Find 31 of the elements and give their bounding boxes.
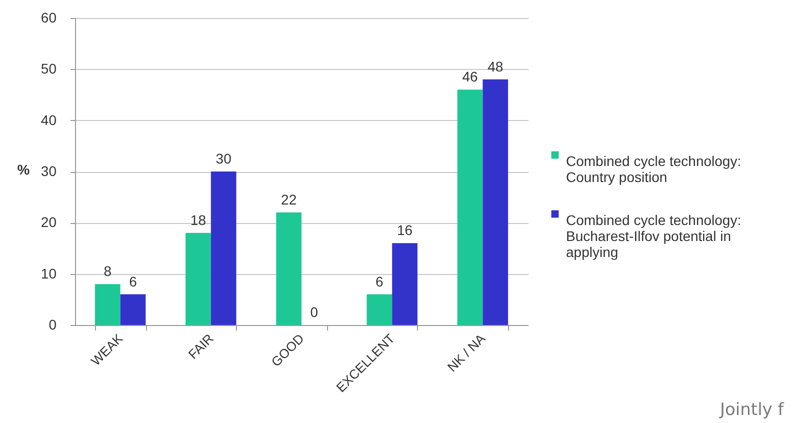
text: Jointly f — [719, 400, 785, 420]
data-label: 30 — [216, 150, 232, 166]
data-label: 6 — [129, 273, 138, 290]
legend-label: Combined cycle technology: Bucharest-Ilfov potential in applying — [566, 212, 742, 260]
y-tick-label: 40 — [40, 112, 57, 128]
data-label: 46 — [462, 68, 478, 85]
legend-label: Combined cycle technology: Country position — [566, 153, 742, 185]
bar — [276, 212, 302, 325]
bar — [457, 90, 483, 325]
bar — [392, 243, 418, 325]
data-label: 48 — [488, 58, 504, 74]
y-axis-title: % — [17, 162, 30, 178]
data-label: 16 — [396, 222, 413, 238]
data-label: 22 — [281, 191, 297, 208]
bar — [482, 79, 508, 325]
y-tick-label: 0 — [48, 316, 57, 332]
data-label: 8 — [104, 263, 112, 280]
x-tick-label: NK / NA — [444, 330, 488, 375]
bar — [120, 294, 146, 325]
bar — [186, 232, 211, 325]
bar — [210, 172, 236, 325]
data-label: 0 — [310, 304, 318, 320]
bar — [94, 284, 120, 325]
y-tick-label: 50 — [40, 60, 57, 77]
y-tick-label: 10 — [40, 265, 57, 282]
y-tick-label: 60 — [40, 10, 57, 26]
data-label: 6 — [376, 273, 384, 290]
y-tick-label: 20 — [40, 214, 57, 230]
y-tick-label: 30 — [40, 163, 57, 179]
data-label: 18 — [190, 212, 206, 228]
bar — [366, 294, 392, 325]
